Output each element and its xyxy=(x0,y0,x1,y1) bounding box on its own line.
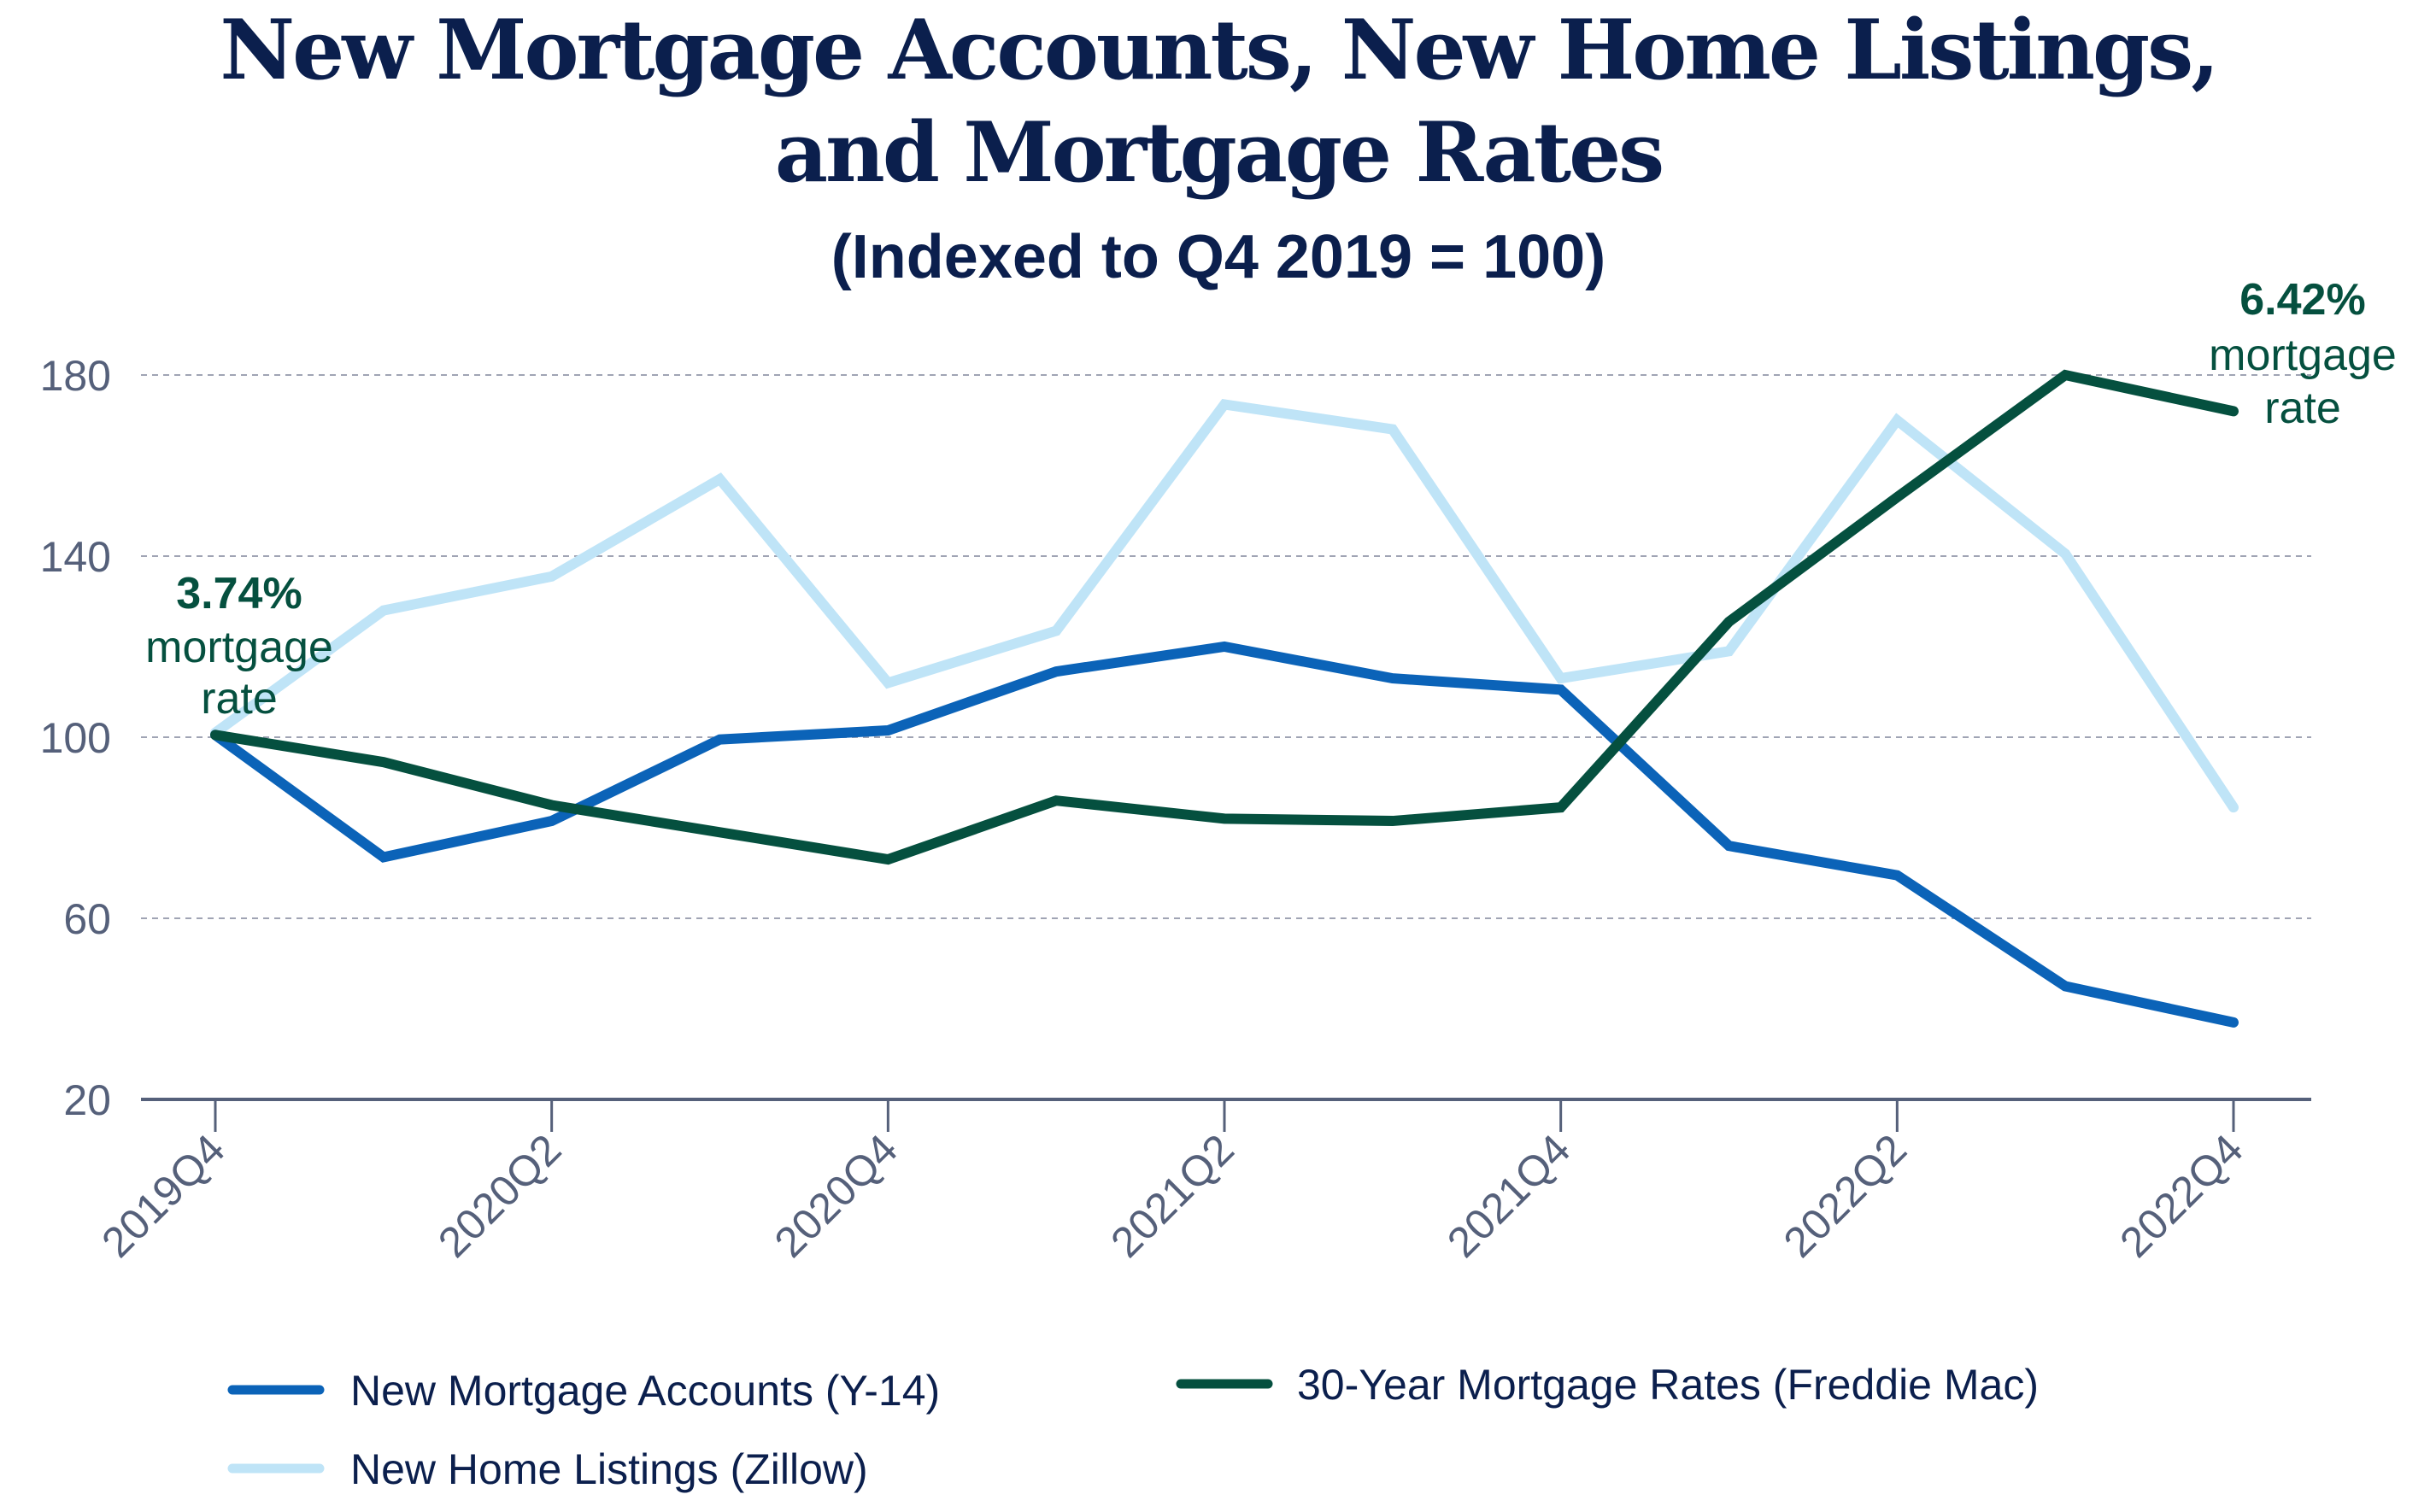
x-tick-label: 2022Q4 xyxy=(2110,1125,2251,1266)
chart-title-line-1: New Mortgage Accounts, New Home Listings… xyxy=(220,2,2216,98)
y-tick-label: 20 xyxy=(63,1076,111,1124)
series-lines xyxy=(210,369,2239,1028)
x-tick-label: 2020Q2 xyxy=(429,1125,570,1266)
annotation-end-value: 6.42% xyxy=(2239,275,2365,325)
x-tick-label: 2021Q4 xyxy=(1438,1125,1579,1266)
y-axis: 20 60 100 140 180 xyxy=(40,352,111,1124)
y-tick-label: 100 xyxy=(40,714,111,762)
annotation-start: 3.74% mortgage rate xyxy=(145,569,333,724)
annotation-start-line-1: mortgage xyxy=(145,623,333,672)
annotation-start-value: 3.74% xyxy=(176,569,302,618)
series-line-accounts xyxy=(210,641,2239,1028)
annotation-end-line-1: mortgage xyxy=(2209,331,2397,380)
y-tick-label: 180 xyxy=(40,352,111,400)
x-tick-label: 2021Q2 xyxy=(1101,1125,1242,1266)
annotation-end-line-2: rate xyxy=(2264,384,2341,433)
chart-title-line-2: and Mortgage Rates xyxy=(775,104,1662,201)
y-tick-label: 60 xyxy=(63,895,111,943)
x-axis: 2019Q4 2020Q2 2020Q4 2021Q2 2021Q4 2022Q2 2022… xyxy=(92,1098,2311,1267)
legend-item-accounts: New Mortgage Accounts (Y-14) xyxy=(227,1367,940,1415)
series-line-listings xyxy=(210,398,2239,813)
legend: New Mortgage Accounts (Y-14) 30-Year Mor… xyxy=(227,1361,2039,1493)
x-tick-label: 2020Q4 xyxy=(766,1125,907,1266)
legend-item-listings: New Home Listings (Zillow) xyxy=(227,1445,868,1493)
annotation-end: 6.42% mortgage rate xyxy=(2209,275,2397,433)
x-tick-label: 2022Q2 xyxy=(1775,1125,1916,1266)
legend-label-rates: 30-Year Mortgage Rates (Freddie Mac) xyxy=(1297,1361,2039,1409)
y-tick-label: 140 xyxy=(40,533,111,581)
x-tick-label: 2019Q4 xyxy=(92,1125,233,1266)
legend-item-rates: 30-Year Mortgage Rates (Freddie Mac) xyxy=(1176,1361,2039,1409)
chart-subtitle: (Indexed to Q4 2019 = 100) xyxy=(831,223,1605,291)
legend-label-listings: New Home Listings (Zillow) xyxy=(350,1445,868,1493)
annotation-start-line-2: rate xyxy=(201,674,278,724)
legend-label-accounts: New Mortgage Accounts (Y-14) xyxy=(350,1367,940,1415)
